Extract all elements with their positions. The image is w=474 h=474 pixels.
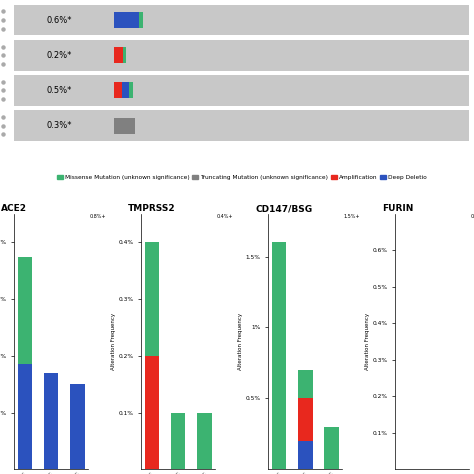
Text: 0.6%+: 0.6%+ (471, 214, 474, 219)
Bar (197, 412, 212, 469)
Bar (122, 47, 126, 63)
Bar (171, 412, 185, 469)
Text: FURIN: FURIN (382, 204, 413, 213)
Bar (139, 12, 143, 28)
Bar (129, 82, 133, 98)
Bar (18, 365, 32, 469)
Y-axis label: Alteration Frequency: Alteration Frequency (365, 313, 370, 370)
Text: CD147/BSG: CD147/BSG (255, 204, 312, 213)
Bar (122, 82, 129, 98)
Bar (114, 82, 122, 98)
Bar (114, 12, 139, 28)
Bar (298, 370, 312, 398)
Text: 0.5%*: 0.5%* (46, 86, 72, 95)
Text: 1.5%+: 1.5%+ (344, 214, 360, 219)
Bar (272, 242, 286, 469)
Text: 0.8%+: 0.8%+ (90, 214, 106, 219)
Text: 0.2%*: 0.2%* (46, 51, 72, 60)
Bar (70, 384, 85, 469)
Y-axis label: Alteration Frequency: Alteration Frequency (111, 313, 116, 370)
Bar (298, 398, 312, 441)
Bar (145, 356, 159, 469)
Text: 0.6%*: 0.6%* (46, 16, 72, 25)
Text: TMPRSS2: TMPRSS2 (128, 204, 175, 213)
Text: 0.3%*: 0.3%* (46, 121, 72, 130)
Bar (114, 118, 135, 134)
Bar (145, 242, 159, 356)
Y-axis label: Alteration Frequency: Alteration Frequency (238, 313, 243, 370)
Bar (298, 441, 312, 469)
Text: 0.4%+: 0.4%+ (217, 214, 233, 219)
Text: ACE2: ACE2 (1, 204, 27, 213)
Bar (324, 427, 339, 469)
Legend: Missense Mutation (unknown significance), Truncating Mutation (unknown significa: Missense Mutation (unknown significance)… (57, 175, 426, 180)
Bar (44, 373, 58, 469)
Bar (18, 256, 32, 365)
Bar (114, 47, 122, 63)
